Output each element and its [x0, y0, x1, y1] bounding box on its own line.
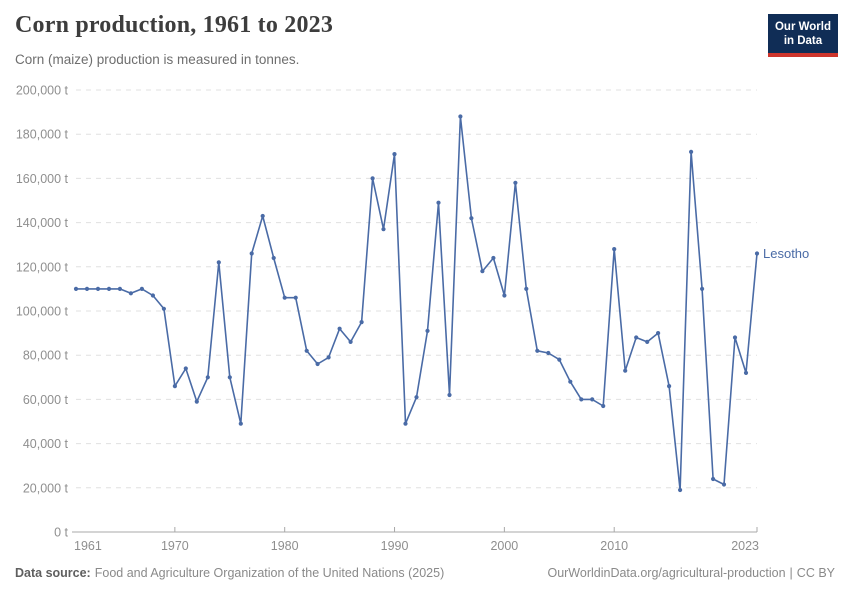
entity-label[interactable]: Lesotho [763, 246, 809, 261]
chart-footer: Data source: Food and Agriculture Organiz… [15, 566, 835, 580]
x-axis-label: 1990 [381, 539, 409, 553]
owid-logo-line1: Our World [774, 21, 831, 33]
y-axis-label: 20,000 t [23, 481, 69, 495]
data-source-text: Food and Agriculture Organization of the… [94, 566, 445, 580]
y-axis-label: 40,000 t [23, 437, 69, 451]
y-axis-label: 60,000 t [23, 393, 69, 407]
data-point [480, 269, 485, 274]
data-point [183, 366, 188, 371]
y-axis-label: 140,000 t [16, 216, 69, 230]
data-point [271, 255, 276, 261]
data-point [601, 403, 606, 409]
data-point [491, 255, 496, 261]
data-point [721, 482, 727, 487]
chart-subtitle: Corn (maize) production is measured in t… [15, 52, 300, 67]
data-point [590, 397, 595, 402]
data-point [612, 247, 617, 252]
data-point [106, 286, 112, 291]
y-axis-label: 180,000 t [16, 128, 69, 142]
data-point [304, 348, 309, 353]
data-point [172, 384, 177, 389]
data-point [502, 293, 507, 298]
data-point [260, 213, 265, 219]
x-axis-label: 2000 [490, 539, 518, 553]
data-point [216, 260, 221, 265]
page-title: Corn production, 1961 to 2023 [15, 12, 334, 38]
data-point [732, 335, 738, 340]
data-point [754, 251, 760, 256]
data-point [458, 114, 463, 119]
data-point [150, 293, 155, 298]
data-point [282, 295, 287, 300]
data-point [568, 379, 573, 384]
data-point [436, 200, 441, 205]
data-point [414, 395, 419, 400]
x-axis-label: 1970 [161, 539, 189, 553]
data-point [359, 320, 364, 325]
footer-links: OurWorldinData.org/agricultural-producti… [547, 566, 835, 580]
data-point [711, 476, 716, 482]
data-point [667, 384, 672, 389]
data-line [75, 115, 758, 491]
data-point [227, 375, 232, 380]
y-axis-label: 100,000 t [16, 305, 69, 319]
data-point [656, 331, 661, 336]
data-point [293, 295, 298, 300]
data-point [689, 149, 694, 154]
y-axis-label: 0 t [54, 526, 68, 540]
y-axis-label: 80,000 t [23, 349, 69, 363]
data-source-note: Data source: Food and Agriculture Organiz… [15, 566, 444, 580]
data-point [524, 286, 529, 291]
data-point [634, 335, 639, 340]
x-axis-label: 2010 [600, 539, 628, 553]
owid-url-link[interactable]: OurWorldinData.org/agricultural-producti… [547, 566, 786, 580]
data-point [743, 370, 749, 375]
data-point [348, 339, 353, 344]
data-point [73, 286, 79, 291]
data-point [238, 421, 243, 426]
line-chart[interactable]: 0 t 20,000 t 40,000 t 60,000 t 80,000 t 100,0… [0, 85, 850, 560]
data-point [546, 350, 551, 356]
data-source-label: Data source: [15, 566, 91, 580]
data-point [623, 368, 628, 373]
data-point [645, 339, 650, 344]
data-point [337, 326, 342, 331]
data-point [161, 306, 166, 311]
data-point [447, 392, 452, 398]
data-point [205, 375, 210, 380]
data-point [392, 152, 397, 157]
license-label: CC BY [796, 566, 835, 580]
data-point [326, 355, 331, 360]
y-axis-label: 120,000 t [16, 260, 69, 274]
y-axis-label: 200,000 t [16, 85, 69, 98]
data-point [425, 328, 430, 333]
data-point [678, 487, 683, 493]
data-point [370, 176, 375, 181]
y-axis-label: 160,000 t [16, 172, 69, 186]
data-point [700, 286, 705, 291]
data-point [403, 421, 408, 426]
data-point [117, 286, 122, 291]
data-point [84, 286, 90, 291]
data-point [469, 216, 474, 221]
x-axis-label: 1961 [74, 539, 102, 553]
data-point [579, 397, 584, 402]
owid-logo[interactable]: Our World in Data [767, 14, 838, 57]
data-point [557, 357, 562, 362]
data-point [249, 251, 254, 256]
data-point [315, 361, 320, 367]
data-point [513, 180, 518, 185]
data-point [381, 227, 386, 232]
footer-divider: | [789, 566, 793, 580]
data-point [535, 348, 540, 353]
data-point [194, 399, 199, 404]
x-axis-label: 1980 [271, 539, 299, 553]
data-point [139, 286, 144, 291]
owid-logo-line2: in Data [783, 35, 823, 48]
x-axis-label: 2023 [731, 539, 759, 553]
data-point [95, 286, 101, 291]
data-point [128, 291, 133, 296]
